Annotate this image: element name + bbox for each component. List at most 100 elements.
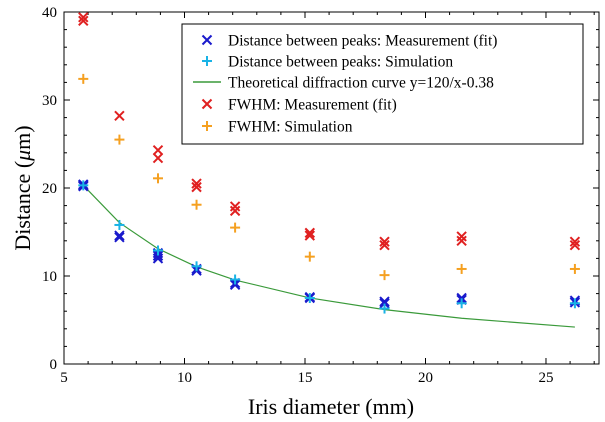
- data-point-x: [152, 152, 164, 164]
- data-point-x: [78, 12, 89, 23]
- legend-entry: Distance between peaks: Simulation: [202, 54, 453, 71]
- marker-stroke: [456, 292, 467, 304]
- x-axis-label: Iris diameter (mm): [248, 394, 414, 419]
- x-tick-label: 20: [418, 370, 433, 386]
- data-point-plus: [152, 245, 163, 256]
- marker-stroke: [304, 230, 316, 241]
- plot-area: [78, 12, 581, 328]
- marker-stroke: [114, 110, 125, 122]
- data-point-x: [379, 236, 390, 247]
- data-point-x: [456, 235, 467, 247]
- legend-label: Distance between peaks: Measurement (fit…: [228, 33, 497, 50]
- legend-label: FWHM: Measurement (fit): [228, 97, 397, 114]
- series-0: [78, 179, 581, 309]
- marker-stroke: [78, 15, 89, 27]
- marker-stroke: [78, 12, 89, 23]
- marker-stroke: [379, 236, 390, 247]
- data-point-plus: [304, 293, 315, 303]
- data-point-plus: [152, 173, 163, 184]
- marker-stroke: [456, 231, 467, 242]
- marker-stroke: [379, 298, 390, 309]
- y-tick-label: 40: [42, 5, 57, 21]
- marker-stroke: [456, 235, 467, 247]
- data-point-plus: [114, 134, 125, 145]
- data-point-x: [152, 144, 164, 156]
- data-point-x: [569, 236, 581, 247]
- legend-entry: Distance between peaks: Measurement (fit…: [201, 33, 497, 50]
- y-tick-label: 10: [42, 269, 57, 285]
- data-point-plus: [304, 251, 315, 262]
- legend-entry: Theoretical diffraction curve y=120/x-0.…: [193, 75, 494, 92]
- data-point-x: [114, 232, 125, 243]
- axis-ticks: [63, 11, 599, 365]
- data-point-x: [191, 178, 202, 189]
- data-point-plus: [191, 261, 202, 272]
- legend-label: Distance between peaks: Simulation: [228, 54, 453, 71]
- data-point-x: [304, 227, 316, 239]
- marker-stroke: [191, 178, 202, 189]
- data-point-x: [379, 298, 390, 309]
- data-point-x: [191, 181, 202, 193]
- x-tick-label: 5: [60, 370, 68, 386]
- marker-stroke: [229, 205, 241, 217]
- data-point-plus: [456, 298, 467, 309]
- y-tick-label: 20: [42, 181, 57, 197]
- data-point-plus: [379, 270, 390, 281]
- marker-stroke: [114, 230, 125, 241]
- data-point-plus: [78, 180, 89, 191]
- marker-stroke: [569, 236, 581, 247]
- data-point-plus: [569, 263, 580, 274]
- marker-stroke: [152, 152, 164, 164]
- legend: Distance between peaks: Measurement (fit…: [181, 23, 584, 145]
- y-tick-label: 30: [42, 93, 57, 109]
- marker-stroke: [229, 201, 241, 212]
- series-1: [78, 180, 580, 314]
- data-point-plus: [230, 274, 241, 285]
- data-point-x: [456, 231, 467, 242]
- legend-marker-x: [201, 98, 213, 110]
- marker-stroke: [569, 239, 581, 251]
- data-point-plus: [114, 219, 125, 230]
- data-point-x: [114, 230, 125, 241]
- data-point-x: [569, 239, 581, 251]
- legend-marker-plus: [202, 56, 212, 66]
- data-point-plus: [456, 263, 467, 274]
- legend-label: Theoretical diffraction curve y=120/x-0.…: [228, 75, 494, 92]
- marker-stroke: [304, 227, 316, 239]
- data-point-x: [304, 230, 316, 241]
- marker-stroke: [152, 250, 164, 261]
- data-point-x: [114, 110, 125, 122]
- marker-stroke: [114, 232, 125, 243]
- data-point-x: [379, 239, 390, 251]
- marker-stroke: [191, 181, 202, 193]
- legend-entry: FWHM: Simulation: [202, 119, 353, 136]
- x-tick-labels: 5 10 15 20 25: [60, 370, 553, 386]
- y-tick-label: 0: [50, 357, 58, 373]
- data-point-x: [229, 279, 241, 291]
- data-point-x: [456, 292, 467, 304]
- data-point-plus: [191, 199, 202, 210]
- legend-marker-x: [201, 34, 213, 46]
- x-tick-label: 15: [297, 370, 312, 386]
- marker-stroke: [379, 239, 390, 251]
- data-point-plus: [230, 222, 241, 233]
- legend-marker-plus: [202, 121, 212, 131]
- legend-entry: FWHM: Measurement (fit): [201, 97, 397, 114]
- x-tick-label: 25: [538, 370, 553, 386]
- marker-stroke: [201, 98, 213, 110]
- legend-box: [181, 23, 584, 145]
- data-point-x: [379, 296, 390, 307]
- y-axis-label: Distance (μm): [10, 125, 35, 250]
- data-point-x: [229, 205, 241, 217]
- legend-label: FWHM: Simulation: [228, 119, 353, 136]
- data-point-x: [152, 250, 164, 261]
- data-point-plus: [379, 303, 390, 314]
- marker-stroke: [201, 34, 213, 46]
- y-tick-labels: 0 10 20 30 40: [42, 5, 57, 373]
- data-point-plus: [569, 298, 580, 309]
- data-point-x: [78, 15, 89, 27]
- series-3: [78, 12, 581, 251]
- x-tick-label: 10: [177, 370, 192, 386]
- data-point-plus: [78, 73, 89, 84]
